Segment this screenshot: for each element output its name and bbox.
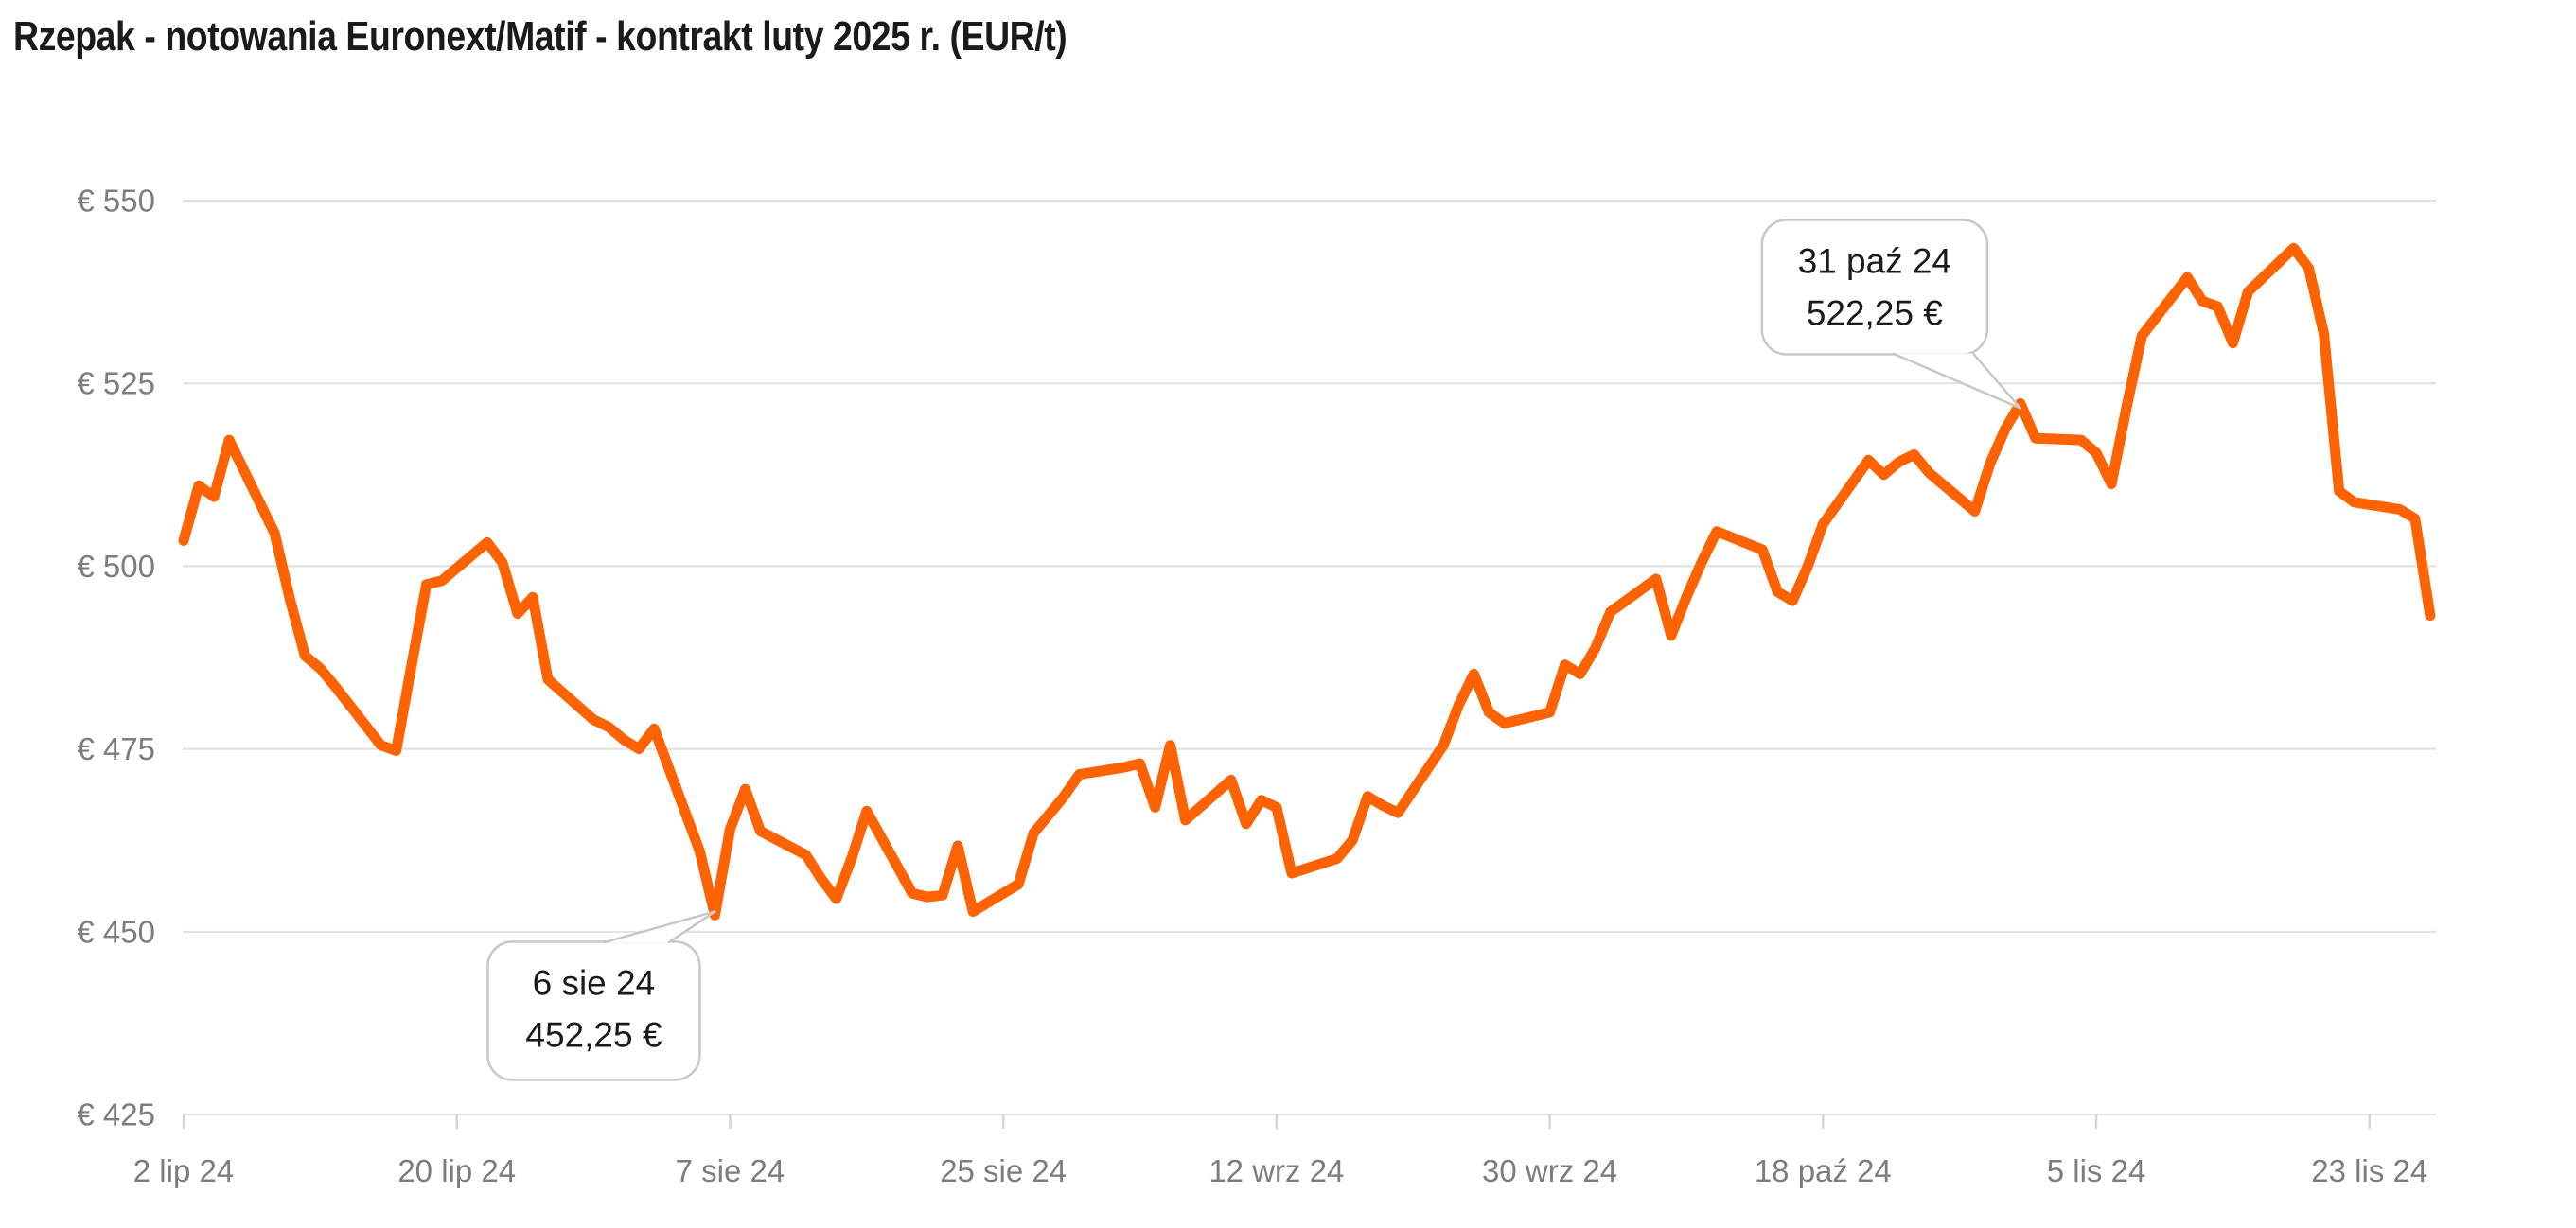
x-tick-label: 7 sie 24: [676, 1153, 785, 1188]
x-tick-label: 20 lip 24: [397, 1153, 516, 1188]
callout-box: [1760, 219, 1989, 356]
y-tick-label-550: € 550: [77, 184, 155, 219]
x-axis-labels: 2 lip 24 20 lip 24 7 sie 24 25 sie 24 12 wrz…: [133, 1153, 2427, 1188]
callout-value: 452,25 €: [525, 1015, 662, 1054]
annotation-callout-min: 6 sie 24 452,25 €: [486, 910, 716, 1081]
chart-title: Rzepak - notowania Euronext/Matif - kont…: [13, 13, 1067, 60]
callout-pointer: [1892, 352, 2022, 410]
y-tick-label-525: € 525: [77, 366, 155, 401]
x-tick-label: 5 lis 24: [2047, 1153, 2146, 1188]
gridlines: [183, 199, 2436, 1116]
callout-date: 31 paź 24: [1798, 241, 1952, 280]
callout-value: 522,25 €: [1807, 293, 1943, 332]
y-axis-labels: € 550 € 525 € 500 € 475 € 450 € 425: [77, 184, 155, 1132]
y-tick-label-475: € 475: [77, 731, 155, 766]
callout-date: 6 sie 24: [533, 963, 656, 1002]
x-axis-ticks: [182, 1114, 2372, 1129]
x-tick-label: 2 lip 24: [133, 1153, 234, 1188]
series-line: [178, 242, 2436, 921]
x-tick-label: 18 paź 24: [1755, 1153, 1892, 1188]
x-tick-label: 23 lis 24: [2311, 1153, 2427, 1188]
callout-pointer: [603, 910, 716, 944]
y-tick-label-425: € 425: [77, 1097, 155, 1132]
x-tick-label: 30 wrz 24: [1482, 1153, 1617, 1188]
annotation-callout-max: 31 paź 24 522,25 €: [1760, 219, 2022, 410]
x-tick-label: 25 sie 24: [940, 1153, 1067, 1188]
y-tick-label-450: € 450: [77, 914, 155, 949]
x-tick-label: 12 wrz 24: [1209, 1153, 1344, 1188]
callout-box: [486, 940, 701, 1081]
y-tick-label-500: € 500: [77, 549, 155, 584]
